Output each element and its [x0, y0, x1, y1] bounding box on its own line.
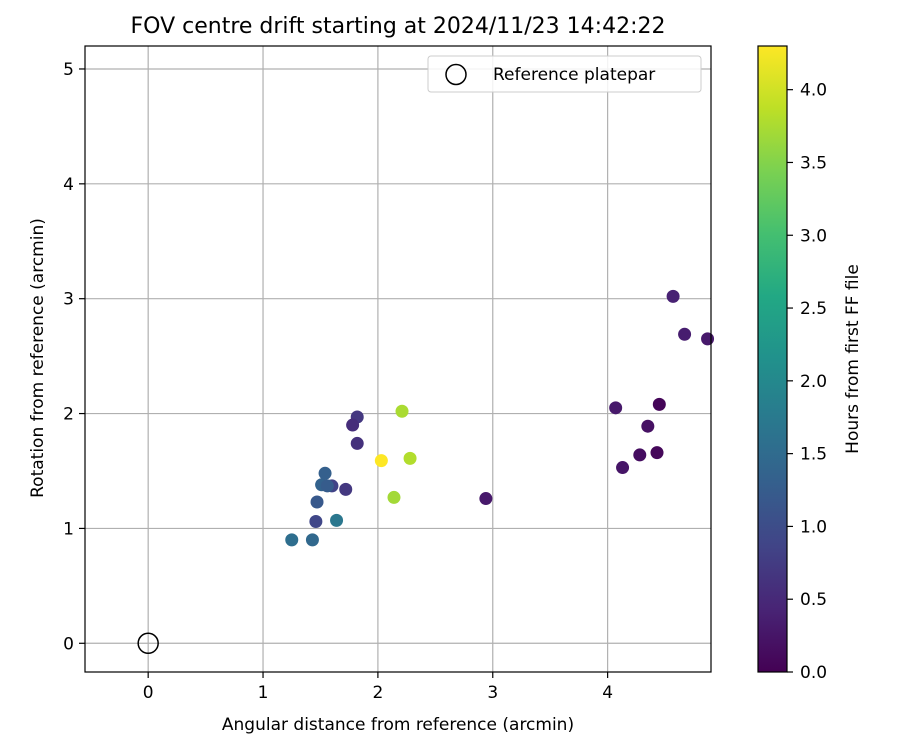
- plot-frame: [84, 45, 712, 673]
- legend-box: [427, 55, 702, 93]
- chart-title: FOV centre drift starting at 2024/11/23 …: [131, 14, 666, 39]
- data-point: [609, 401, 623, 415]
- data-point: [701, 332, 715, 346]
- data-point: [403, 451, 417, 465]
- colorbar-tick-label: 0.0: [800, 663, 827, 683]
- y-axis-label: Rotation from reference (arcmin): [28, 218, 48, 498]
- x-tick-label: 0: [143, 683, 154, 703]
- x-tick-label: 2: [372, 683, 383, 703]
- data-point: [616, 461, 630, 475]
- data-point: [650, 446, 664, 460]
- x-tick-label: 3: [487, 683, 498, 703]
- data-point: [479, 492, 493, 506]
- colorbar-tick-label: 4.0: [800, 81, 827, 101]
- legend-marker-reference: [445, 63, 467, 86]
- x-tick-label: 1: [258, 683, 269, 703]
- data-point: [330, 513, 344, 527]
- colorbar-tick-label: 3.0: [800, 226, 827, 246]
- colorbar-tick-label: 1.0: [800, 517, 827, 537]
- x-axis-label: Angular distance from reference (arcmin): [222, 715, 574, 735]
- colorbar-gradient: [758, 46, 787, 672]
- y-tick-label: 4: [63, 175, 74, 195]
- y-tick-label: 5: [63, 60, 74, 80]
- colorbar-tick-label: 1.5: [800, 445, 827, 465]
- colorbar-frame: [757, 45, 788, 673]
- legend: Reference platepar: [427, 55, 702, 93]
- y-tick-label: 0: [63, 634, 74, 654]
- colorbar-tick-label: 2.0: [800, 372, 827, 392]
- data-point: [320, 479, 334, 493]
- data-point: [652, 397, 666, 411]
- data-point: [350, 436, 364, 450]
- data-point: [305, 533, 319, 547]
- data-point: [309, 515, 323, 529]
- data-point: [666, 289, 680, 303]
- colorbar-tick-label: 3.5: [800, 153, 827, 173]
- colorbar-ticks: 0.0 0.5 1.0 1.5 2.0 2.5 3.0 3.5 4.0: [787, 81, 827, 683]
- colorbar-tick-label: 2.5: [800, 299, 827, 319]
- reference-platepar-marker: [137, 632, 159, 655]
- data-point: [318, 466, 332, 480]
- y-tick-label: 2: [63, 405, 74, 425]
- data-point: [285, 533, 299, 547]
- colorbar: 0.0 0.5 1.0 1.5 2.0 2.5 3.0 3.5 4.0 Hours from f…: [757, 45, 863, 683]
- y-tick-label: 1: [63, 519, 74, 539]
- data-point: [633, 448, 647, 462]
- data-point: [641, 419, 655, 433]
- x-tick-label: 4: [602, 683, 613, 703]
- legend-label-reference: Reference platepar: [493, 65, 655, 85]
- data-point: [310, 495, 324, 509]
- colorbar-tick-label: 0.5: [800, 590, 827, 610]
- y-tick-label: 3: [63, 290, 74, 310]
- data-point: [339, 482, 353, 496]
- data-point: [346, 418, 360, 432]
- data-point: [395, 404, 409, 418]
- colorbar-label: Hours from first FF file: [843, 264, 863, 454]
- data-point: [374, 454, 388, 468]
- data-point: [678, 327, 692, 341]
- data-point: [387, 490, 401, 504]
- plot-area: 0 1 2 3 4 0 1 2 3 4 5: [63, 45, 715, 703]
